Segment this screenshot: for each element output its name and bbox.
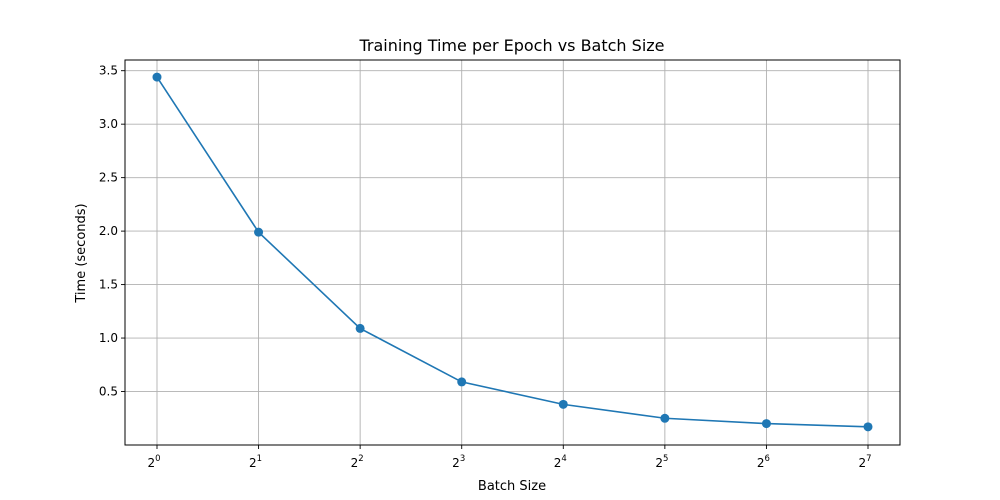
chart-title: Training Time per Epoch vs Batch Size xyxy=(358,36,664,55)
x-tick-label: 26 xyxy=(757,454,770,470)
x-tick-label: 27 xyxy=(858,454,871,470)
y-tick-label: 1.0 xyxy=(99,331,118,345)
data-point xyxy=(355,323,365,333)
data-point xyxy=(761,419,771,429)
plot-frame xyxy=(124,59,901,446)
data-point xyxy=(457,377,467,387)
series-line xyxy=(156,76,869,428)
data-point xyxy=(558,399,568,409)
grid xyxy=(125,60,900,445)
data-point xyxy=(254,227,264,237)
x-axis-label: Batch Size xyxy=(478,479,546,494)
data-point xyxy=(152,72,162,82)
y-axis-label: Time (seconds) xyxy=(74,203,89,303)
y-tick-label: 3.0 xyxy=(99,117,118,131)
x-tick-label: 20 xyxy=(147,454,160,470)
x-tick-label: 24 xyxy=(554,454,567,470)
axis-ticks: 20 21 22 23 24 25 26 27 0.5 1.0 1.5 2.0 2.5 3.0 3.5 xyxy=(99,64,872,470)
x-tick-label: 22 xyxy=(351,454,364,470)
x-tick-label: 21 xyxy=(249,454,262,470)
y-tick-label: 3.5 xyxy=(99,64,118,78)
y-tick-label: 1.5 xyxy=(99,278,118,292)
x-tick-label: 25 xyxy=(655,454,668,470)
x-tick-label: 23 xyxy=(452,454,465,470)
series-layer xyxy=(152,72,873,432)
data-point xyxy=(863,422,873,432)
data-point xyxy=(660,413,670,423)
y-tick-label: 0.5 xyxy=(99,385,118,399)
y-tick-label: 2.0 xyxy=(99,224,118,238)
y-tick-label: 2.5 xyxy=(99,171,118,185)
